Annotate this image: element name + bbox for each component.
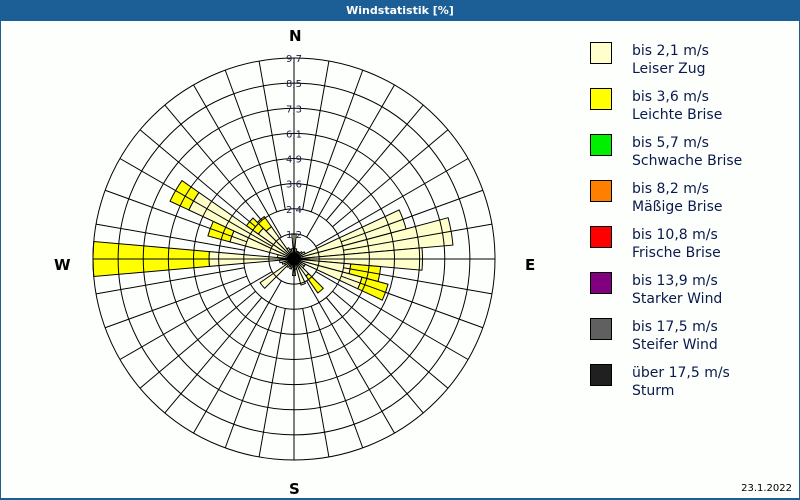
grid-spoke xyxy=(95,223,245,251)
grid-spoke xyxy=(224,69,278,212)
grid-spoke xyxy=(315,271,469,360)
grid-spoke xyxy=(325,104,424,221)
grid-spoke xyxy=(302,60,330,210)
grid-spoke xyxy=(139,129,256,228)
grid-spoke xyxy=(164,297,263,414)
legend-swatch xyxy=(590,88,612,110)
legend-label: Schwache Brise xyxy=(632,153,743,169)
legend-item: bis 3,6 m/s Leichte Brise xyxy=(590,88,790,134)
legend-range: bis 17,5 m/s xyxy=(632,319,718,335)
grid-spoke xyxy=(193,84,282,238)
grid-spoke xyxy=(310,69,364,212)
legend-range: bis 13,9 m/s xyxy=(632,273,718,289)
rose-sector xyxy=(357,276,389,301)
grid-spoke xyxy=(310,306,364,449)
compass-east-label: E xyxy=(525,256,536,274)
legend-swatch xyxy=(590,318,612,340)
legend-item: bis 5,7 m/s Schwache Brise xyxy=(590,134,790,180)
grid-spoke xyxy=(306,84,395,238)
legend-range: bis 8,2 m/s xyxy=(632,181,709,197)
legend-label: Frische Brise xyxy=(632,245,721,261)
grid-spoke xyxy=(341,189,484,243)
window-bottom-border xyxy=(0,498,800,500)
legend-range: bis 5,7 m/s xyxy=(632,135,709,151)
radial-tick-label: 9,7 xyxy=(286,54,302,65)
compass-north-label: N xyxy=(289,27,302,45)
legend-swatch xyxy=(590,364,612,386)
grid-spoke xyxy=(139,290,256,389)
legend-item: bis 2,1 m/s Leiser Zug xyxy=(590,42,790,88)
grid-spoke xyxy=(315,158,469,247)
legend-item: bis 17,5 m/s Steifer Wind xyxy=(590,318,790,364)
grid-spoke xyxy=(302,308,330,458)
legend-label: Mäßige Brise xyxy=(632,199,723,215)
grid-spoke xyxy=(343,267,493,295)
grid-spoke xyxy=(104,189,247,243)
legend-swatch xyxy=(590,272,612,294)
legend-item: bis 10,8 m/s Frische Brise xyxy=(590,226,790,272)
grid-spoke xyxy=(332,129,449,228)
grid-spoke xyxy=(341,275,484,329)
radial-tick-label: 3,6 xyxy=(286,180,302,191)
window-title: Windstatistik [%] xyxy=(0,0,800,21)
legend-item: bis 13,9 m/s Starker Wind xyxy=(590,272,790,318)
grid-spoke xyxy=(258,308,286,458)
wind-rose-chart: 1,2 2,4 3,6 4,9 6,1 7,3 8,5 9,7 xyxy=(92,54,496,461)
legend-range: bis 2,1 m/s xyxy=(632,43,709,59)
grid-spoke xyxy=(332,290,449,389)
legend-swatch xyxy=(590,226,612,248)
legend-label: Steifer Wind xyxy=(632,337,718,353)
legend-range: bis 3,6 m/s xyxy=(632,89,709,105)
grid-spoke xyxy=(119,158,273,247)
grid-spoke xyxy=(258,60,286,210)
grid-spoke xyxy=(193,280,282,434)
radial-tick-label: 8,5 xyxy=(286,79,302,90)
radial-tick-label: 7,3 xyxy=(286,104,302,115)
legend-label: Leichte Brise xyxy=(632,107,723,123)
grid-spoke xyxy=(343,223,493,251)
legend: bis 2,1 m/s Leiser Zug bis 3,6 m/s Leichte… xyxy=(590,42,790,410)
radial-tick-label: 6,1 xyxy=(286,129,302,140)
radial-tick-label: 1,2 xyxy=(286,230,302,241)
legend-label: Sturm xyxy=(632,383,675,399)
legend-label: Leiser Zug xyxy=(632,61,706,77)
legend-label: Starker Wind xyxy=(632,291,723,307)
grid-spoke xyxy=(95,267,245,295)
legend-item: bis 8,2 m/s Mäßige Brise xyxy=(590,180,790,226)
legend-swatch xyxy=(590,42,612,64)
compass-south-label: S xyxy=(289,480,300,498)
radial-tick-label: 2,4 xyxy=(286,205,302,216)
grid-spoke xyxy=(119,271,273,360)
grid-spoke xyxy=(325,297,424,414)
legend-range: über 17,5 m/s xyxy=(632,365,730,381)
grid-spoke xyxy=(104,275,247,329)
grid-spoke xyxy=(306,280,395,434)
legend-swatch xyxy=(590,180,612,202)
rose-sector xyxy=(188,191,295,260)
radial-tick-label: 4,9 xyxy=(286,155,302,166)
rose-center xyxy=(289,254,299,264)
legend-swatch xyxy=(590,134,612,156)
legend-item: über 17,5 m/s Sturm xyxy=(590,364,790,410)
rose-sector xyxy=(259,258,295,290)
legend-range: bis 10,8 m/s xyxy=(632,227,718,243)
rose-sector xyxy=(293,258,307,286)
compass-west-label: W xyxy=(54,256,71,274)
grid-spoke xyxy=(164,104,263,221)
chart-date: 23.1.2022 xyxy=(741,483,792,494)
grid-spoke xyxy=(224,306,278,449)
